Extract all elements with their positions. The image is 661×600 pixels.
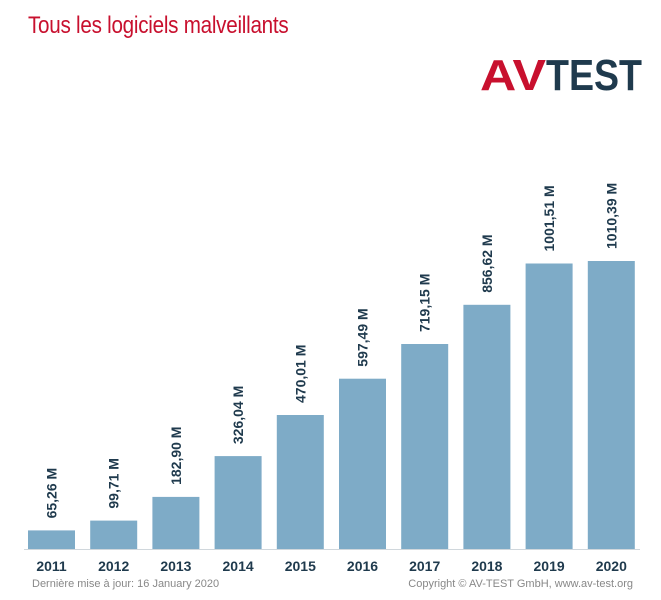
x-tick-label-2020: 2020	[596, 558, 627, 574]
bar-2013	[152, 496, 200, 549]
logo-av-text: AV	[480, 54, 547, 94]
x-tick-label-2018: 2018	[471, 558, 502, 574]
bar-2014	[214, 456, 262, 549]
bar-2016	[339, 378, 386, 549]
copyright-note: Copyright © AV-TEST GmbH, www.av-test.or…	[408, 578, 633, 590]
data-label-2013: 182,90 M	[168, 427, 184, 485]
logo-test-text: TEST	[546, 54, 642, 94]
x-tick-label-2017: 2017	[409, 558, 440, 574]
x-tick-label-2015: 2015	[285, 558, 316, 574]
data-label-2020: 1010,39 M	[603, 183, 619, 249]
data-label-2018: 856,62 M	[479, 234, 495, 292]
chart-title: Tous les logiciels malveillants	[28, 12, 289, 39]
bar-2017	[401, 344, 449, 549]
x-tick-label-2013: 2013	[160, 558, 191, 574]
bar-2019	[525, 263, 573, 549]
bar-2020	[587, 261, 635, 549]
x-tick-label-2019: 2019	[534, 558, 565, 574]
x-tick-label-2014: 2014	[223, 558, 254, 574]
av-test-logo: AV TEST	[480, 54, 642, 94]
bar-2018	[463, 304, 511, 549]
x-tick-label-2012: 2012	[98, 558, 129, 574]
data-label-2014: 326,04 M	[230, 386, 246, 444]
data-label-2012: 99,71 M	[106, 458, 122, 509]
x-tick-label-2016: 2016	[347, 558, 378, 574]
data-label-2015: 470,01 M	[292, 345, 308, 403]
bar-2012	[90, 520, 138, 549]
data-label-2011: 65,26 M	[44, 468, 60, 519]
data-label-2017: 719,15 M	[417, 274, 433, 332]
bar-2015	[276, 415, 324, 549]
data-label-2019: 1001,51 M	[541, 185, 557, 251]
x-tick-label-2011: 2011	[36, 558, 67, 574]
data-label-2016: 597,49 M	[355, 308, 371, 366]
last-update-note: Dernière mise à jour: 16 January 2020	[32, 578, 220, 590]
bar-2011	[28, 530, 75, 549]
